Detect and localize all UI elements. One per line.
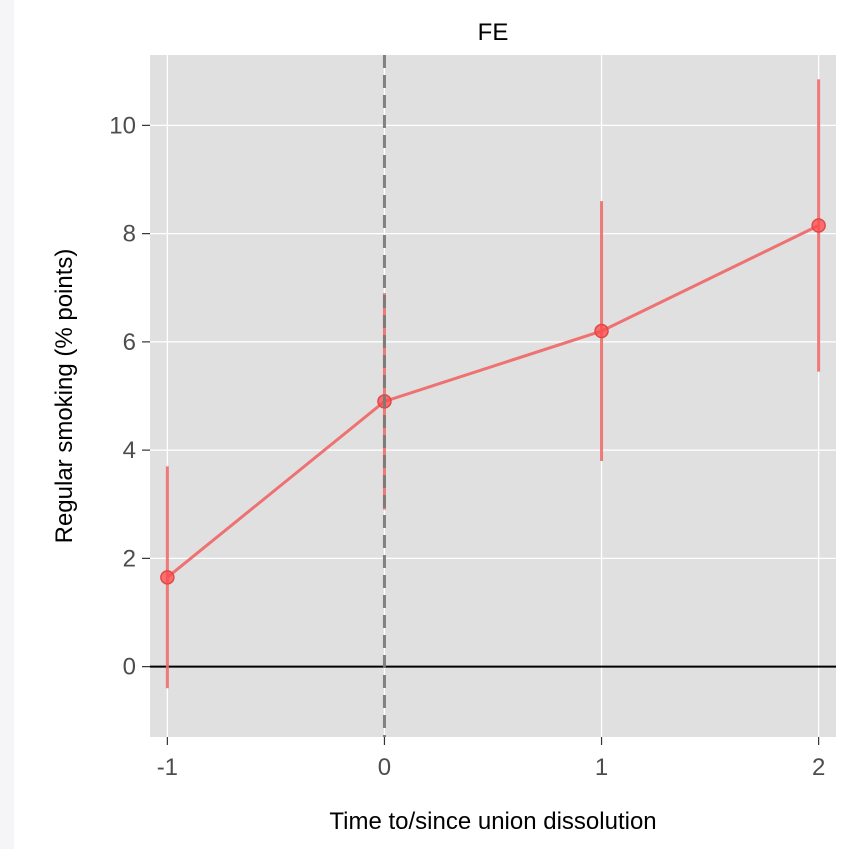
- x-tick-label: 1: [595, 754, 608, 781]
- y-tick-label: 6: [123, 329, 136, 356]
- x-tick-label: -1: [157, 754, 178, 781]
- y-tick-label: 0: [123, 654, 136, 681]
- axes: 0 2 4 6 8 10 -1 0 1 2: [109, 112, 825, 781]
- data-point: [594, 323, 609, 339]
- y-tick-label: 2: [123, 545, 136, 572]
- series-line: [166, 224, 820, 579]
- chart-title: FE: [478, 19, 509, 46]
- y-tick-label: 10: [109, 112, 136, 139]
- x-tick-label: 0: [378, 754, 391, 781]
- chart-svg: FE 0 2 4 6 8 10 -1 0 1 2 Time to/since union diss…: [51, 19, 836, 835]
- data-point: [811, 218, 826, 233]
- x-axis-title: Time to/since union dissolution: [329, 808, 656, 835]
- x-tick-label: 2: [812, 754, 825, 781]
- data-point: [160, 570, 175, 585]
- chart-figure: FE 0 2 4 6 8 10 -1 0 1 2 Time to/since union diss…: [14, 0, 863, 849]
- y-axis-title: Regular smoking (% points): [51, 249, 78, 544]
- y-tick-label: 4: [123, 437, 136, 464]
- plot-panel: [150, 55, 836, 737]
- y-tick-label: 8: [123, 221, 136, 248]
